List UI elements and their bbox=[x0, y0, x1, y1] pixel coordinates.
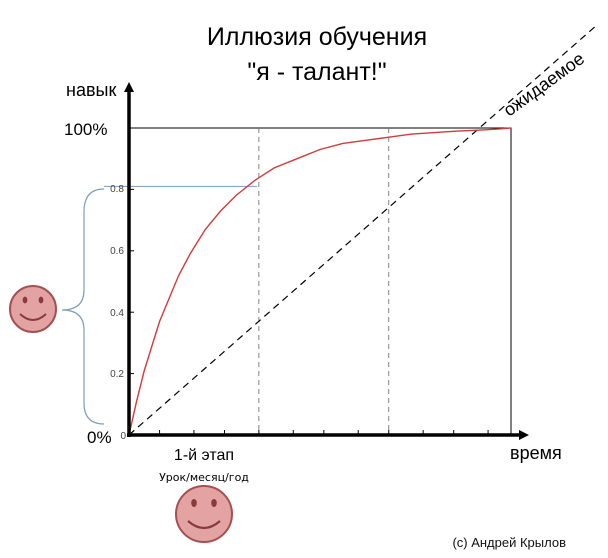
smiley-face-icon bbox=[9, 285, 57, 333]
ytick-label-02: 0.2 bbox=[110, 369, 124, 380]
y-max-label: 100% bbox=[64, 120, 107, 139]
credit-text: (c) Андрей Крылов bbox=[452, 535, 566, 550]
learning-curve bbox=[128, 127, 512, 436]
ytick-label-08: 0.8 bbox=[110, 184, 124, 195]
ytick-label-04: 0.4 bbox=[110, 308, 124, 319]
stage-label: 1-й этап bbox=[174, 447, 234, 464]
y-axis-label: навык bbox=[66, 80, 116, 100]
expected-label: ожидаемое bbox=[500, 48, 588, 120]
plot-frame bbox=[128, 127, 512, 436]
y-min-label: 0% bbox=[87, 428, 112, 447]
chart-title-line1: Иллюзия обучения bbox=[207, 23, 427, 51]
ytick-label-06: 0.6 bbox=[110, 246, 124, 257]
x-axis-label: время bbox=[510, 443, 562, 463]
range-brace bbox=[61, 188, 105, 425]
chart-title-line2: "я - талант!" bbox=[247, 58, 386, 86]
ytick-label-0: 0 bbox=[120, 431, 126, 442]
smiley-face-icon bbox=[175, 485, 233, 543]
expected-diagonal-line bbox=[128, 26, 596, 436]
stage-sublabel: Урок/месяц/год bbox=[159, 471, 249, 484]
